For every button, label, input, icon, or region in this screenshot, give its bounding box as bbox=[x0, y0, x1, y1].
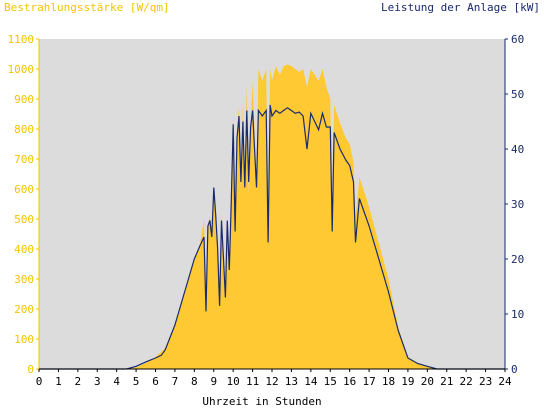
left-tick-label: 0 bbox=[27, 363, 34, 376]
right-tick-label: 60 bbox=[511, 33, 524, 46]
x-tick-label: 15 bbox=[324, 375, 337, 388]
right-tick-label: 10 bbox=[511, 308, 524, 321]
left-tick-label: 600 bbox=[14, 183, 34, 196]
left-tick-label: 100 bbox=[14, 333, 34, 346]
left-tick-label: 1000 bbox=[8, 63, 35, 76]
x-tick-label: 24 bbox=[498, 375, 512, 388]
x-tick-label: 1 bbox=[55, 375, 62, 388]
left-tick-label: 300 bbox=[14, 273, 34, 286]
right-tick-label: 40 bbox=[511, 143, 524, 156]
left-tick-label: 400 bbox=[14, 243, 34, 256]
x-tick-label: 13 bbox=[285, 375, 298, 388]
left-axis-title: Bestrahlungsstärke [W/qm] bbox=[4, 1, 170, 14]
left-tick-label: 900 bbox=[14, 93, 34, 106]
x-tick-label: 10 bbox=[227, 375, 240, 388]
x-tick-label: 7 bbox=[172, 375, 179, 388]
x-tick-label: 4 bbox=[113, 375, 120, 388]
x-tick-label: 0 bbox=[36, 375, 43, 388]
x-tick-label: 16 bbox=[343, 375, 356, 388]
x-tick-label: 9 bbox=[210, 375, 217, 388]
x-tick-label: 17 bbox=[362, 375, 375, 388]
right-axis-title: Leistung der Anlage [kW] bbox=[381, 1, 540, 14]
x-tick-label: 6 bbox=[152, 375, 159, 388]
x-tick-label: 23 bbox=[479, 375, 492, 388]
x-tick-label: 11 bbox=[246, 375, 259, 388]
x-tick-label: 19 bbox=[401, 375, 414, 388]
right-tick-label: 20 bbox=[511, 253, 524, 266]
right-tick-label: 0 bbox=[511, 363, 518, 376]
x-tick-label: 8 bbox=[191, 375, 198, 388]
x-tick-label: 21 bbox=[440, 375, 453, 388]
power-line bbox=[39, 104, 505, 370]
x-tick-label: 18 bbox=[382, 375, 395, 388]
x-axis-label: Uhrzeit in Stunden bbox=[202, 395, 321, 408]
left-tick-label: 500 bbox=[14, 213, 34, 226]
x-tick-label: 5 bbox=[133, 375, 140, 388]
right-tick-label: 50 bbox=[511, 88, 524, 101]
x-tick-label: 2 bbox=[75, 375, 82, 388]
x-tick-label: 12 bbox=[265, 375, 278, 388]
x-tick-label: 20 bbox=[421, 375, 434, 388]
right-tick-label: 30 bbox=[511, 198, 524, 211]
x-tick-label: 3 bbox=[94, 375, 101, 388]
left-tick-label: 800 bbox=[14, 123, 34, 136]
left-tick-label: 700 bbox=[14, 153, 34, 166]
x-tick-label: 22 bbox=[460, 375, 473, 388]
left-tick-label: 200 bbox=[14, 303, 34, 316]
left-tick-label: 1100 bbox=[8, 33, 35, 46]
x-tick-label: 14 bbox=[304, 375, 318, 388]
